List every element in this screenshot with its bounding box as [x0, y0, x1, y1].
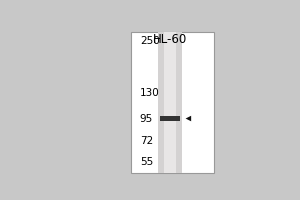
- Text: HL-60: HL-60: [153, 33, 187, 46]
- Text: 130: 130: [140, 88, 160, 98]
- Text: 95: 95: [140, 114, 153, 124]
- Text: 55: 55: [140, 157, 153, 167]
- Bar: [130, 32, 214, 173]
- Bar: [158, 32, 182, 173]
- Bar: [164, 32, 176, 173]
- Bar: [160, 116, 181, 121]
- Text: 72: 72: [140, 136, 153, 146]
- Text: 250: 250: [140, 36, 160, 46]
